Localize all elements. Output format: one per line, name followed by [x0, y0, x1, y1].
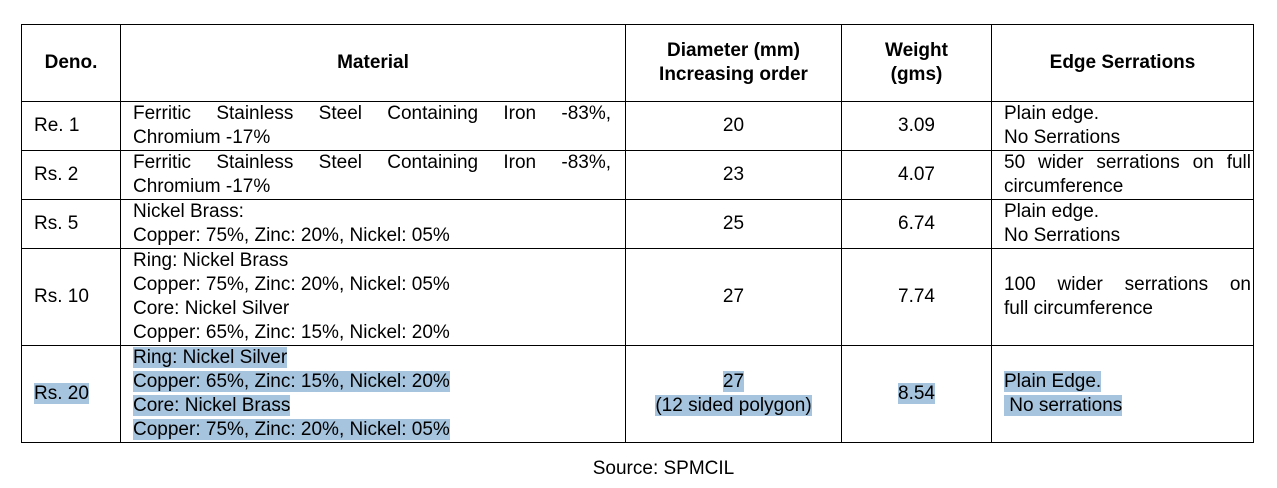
header-diameter-line1: Diameter (mm)	[666, 40, 801, 61]
cell-weight: 8.54	[841, 345, 992, 443]
edge-line: No Serrations	[1004, 127, 1121, 148]
diameter-line: (12 sided polygon)	[632, 394, 835, 418]
material-line: Nickel Brass:	[133, 201, 244, 222]
coin-specification-table: Deno. Material Diameter (mm) Increasing …	[21, 24, 1254, 443]
cell-material: Ring: Nickel Brass Copper: 75%, Zinc: 20…	[120, 248, 626, 346]
edge-line: No Serrations	[1004, 225, 1121, 246]
edge-line: 50 wider serrations on full	[1004, 152, 1251, 173]
table-row: Rs. 10 Ring: Nickel Brass Copper: 75%, Z…	[21, 248, 1254, 346]
header-weight-line2: (gms)	[890, 64, 943, 85]
material-line: Ring: Nickel Silver	[133, 346, 611, 370]
header-diameter-line2: Increasing order	[659, 64, 808, 85]
highlighted-text: (12 sided polygon)	[655, 395, 812, 416]
material-line: Chromium -17%	[133, 127, 271, 148]
highlighted-text: Ring: Nickel Silver	[133, 347, 288, 368]
header-deno: Deno.	[21, 24, 121, 102]
cell-edge: Plain edge. No Serrations	[991, 199, 1254, 249]
table-row: Rs. 2 Ferritic Stainless Steel Containin…	[21, 150, 1254, 200]
material-line: Core: Nickel Brass	[133, 394, 611, 418]
material-line: Ring: Nickel Brass	[133, 250, 289, 271]
table-row: Rs. 5 Nickel Brass: Copper: 75%, Zinc: 2…	[21, 199, 1254, 249]
material-line: Copper: 75%, Zinc: 20%, Nickel: 05%	[133, 225, 450, 246]
header-diameter: Diameter (mm) Increasing order	[625, 24, 842, 102]
table-row: Re. 1 Ferritic Stainless Steel Containin…	[21, 101, 1254, 151]
edge-line: circumference	[1004, 176, 1124, 197]
cell-edge: 50 wider serrations on full circumferenc…	[991, 150, 1254, 200]
diameter-line: 27	[632, 370, 835, 394]
cell-edge: 100 wider serrations on full circumferen…	[991, 248, 1254, 346]
cell-weight: 6.74	[841, 199, 992, 249]
cell-material: Ferritic Stainless Steel Containing Iron…	[120, 101, 626, 151]
material-line: Copper: 75%, Zinc: 20%, Nickel: 05%	[133, 274, 450, 295]
source-caption: Source: SPMCIL	[592, 458, 735, 479]
header-row: Deno. Material Diameter (mm) Increasing …	[21, 24, 1254, 102]
material-line: Copper: 65%, Zinc: 15%, Nickel: 20%	[133, 370, 611, 394]
highlighted-text: Copper: 65%, Zinc: 15%, Nickel: 20%	[133, 371, 450, 392]
edge-line: Plain edge.	[1004, 201, 1100, 222]
edge-line: full circumference	[1004, 298, 1153, 319]
cell-edge: Plain edge. No Serrations	[991, 101, 1254, 151]
cell-diameter: 25	[625, 199, 842, 249]
cell-diameter: 27 (12 sided polygon)	[625, 345, 842, 443]
cell-diameter: 20	[625, 101, 842, 151]
header-weight-line1: Weight	[885, 40, 948, 61]
cell-edge: Plain Edge. No serrations	[991, 345, 1254, 443]
material-line: Core: Nickel Silver	[133, 298, 290, 319]
highlighted-text: Plain Edge.	[1004, 371, 1102, 392]
cell-material: Nickel Brass: Copper: 75%, Zinc: 20%, Ni…	[120, 199, 626, 249]
cell-diameter: 27	[625, 248, 842, 346]
cell-deno: Rs. 5	[21, 199, 121, 249]
material-line: Ferritic Stainless Steel Containing Iron…	[133, 152, 611, 173]
highlighted-text: No serrations	[1004, 395, 1123, 416]
material-line: Ferritic Stainless Steel Containing Iron…	[133, 103, 611, 124]
header-edge-serrations: Edge Serrations	[991, 24, 1254, 102]
cell-material: Ring: Nickel Silver Copper: 65%, Zinc: 1…	[120, 345, 626, 443]
highlighted-text: Rs. 20	[34, 383, 89, 404]
cell-material: Ferritic Stainless Steel Containing Iron…	[120, 150, 626, 200]
header-material: Material	[120, 24, 626, 102]
table-row-highlighted: Rs. 20 Ring: Nickel Silver Copper: 65%, …	[21, 345, 1254, 443]
material-line: Copper: 75%, Zinc: 20%, Nickel: 05%	[133, 418, 611, 442]
edge-line: Plain Edge.	[1004, 370, 1251, 394]
highlighted-text: 27	[722, 371, 745, 392]
edge-line: No serrations	[1004, 394, 1251, 418]
cell-deno: Rs. 10	[21, 248, 121, 346]
edge-line: Plain edge.	[1004, 103, 1100, 124]
highlighted-text: 8.54	[898, 383, 935, 404]
cell-deno: Rs. 2	[21, 150, 121, 200]
highlighted-text: Core: Nickel Brass	[133, 395, 291, 416]
cell-weight: 4.07	[841, 150, 992, 200]
highlighted-text: Copper: 75%, Zinc: 20%, Nickel: 05%	[133, 419, 450, 440]
material-line: Chromium -17%	[133, 176, 271, 197]
cell-weight: 3.09	[841, 101, 992, 151]
cell-diameter: 23	[625, 150, 842, 200]
header-weight: Weight (gms)	[841, 24, 992, 102]
edge-line: 100 wider serrations on	[1004, 274, 1251, 295]
cell-deno: Rs. 20	[21, 345, 121, 443]
cell-deno: Re. 1	[21, 101, 121, 151]
cell-weight: 7.74	[841, 248, 992, 346]
material-line: Copper: 65%, Zinc: 15%, Nickel: 20%	[133, 322, 450, 343]
